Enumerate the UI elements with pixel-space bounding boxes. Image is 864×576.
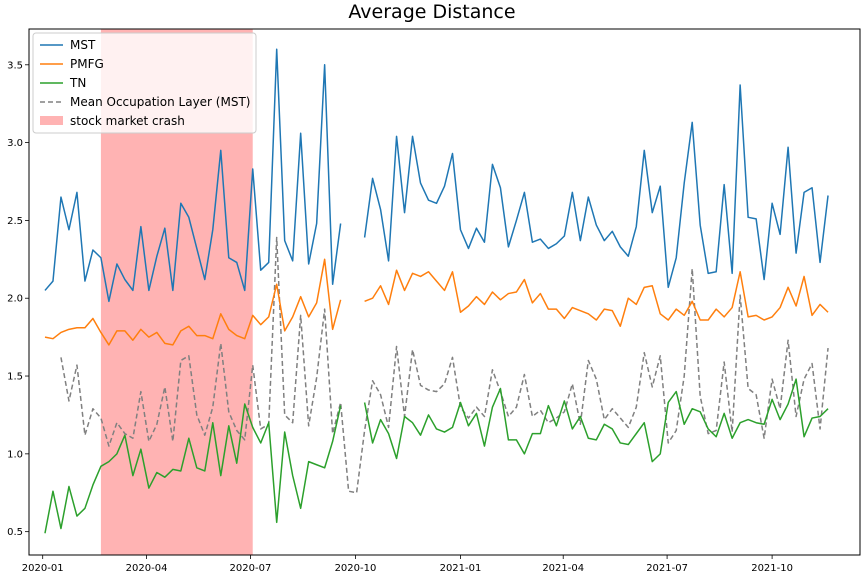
series-line-mean-occupation-layer-mst — [60, 236, 829, 494]
legend-mst-label: MST — [70, 38, 96, 52]
legend-box — [32, 32, 257, 134]
series-line-pmfg — [44, 258, 829, 346]
y-tick-label: 2.0 — [7, 294, 23, 305]
x-tick-label: 2020-04 — [126, 563, 168, 574]
y-tick-label: 3.5 — [7, 60, 23, 71]
x-tick-label: 2020-01 — [22, 563, 64, 574]
x-tick-label: 2021-01 — [440, 563, 482, 574]
legend-pmfg-label: PMFG — [70, 57, 104, 71]
legend-tn-label: TN — [69, 76, 86, 90]
x-tick-label: 2021-04 — [542, 563, 584, 574]
series-layer — [44, 48, 829, 534]
x-axis: 2020-01 2020-04 2020-07 2020-10 2021-01 2021-… — [22, 555, 793, 574]
y-axis: 0.5 1.0 1.5 2.0 2.5 3.0 3.5 — [7, 60, 29, 538]
legend-crash-label: stock market crash — [70, 114, 185, 128]
y-tick-label: 1.5 — [7, 372, 23, 383]
x-tick-label: 2020-10 — [335, 563, 377, 574]
x-tick-label: 2020-07 — [230, 563, 272, 574]
y-tick-label: 3.0 — [7, 138, 23, 149]
series-line-mst — [44, 48, 829, 303]
legend-mol-label: Mean Occupation Layer (MST) — [70, 95, 250, 109]
series-line-tn — [44, 378, 829, 534]
chart-title: Average Distance — [348, 1, 515, 23]
y-tick-label: 2.5 — [7, 216, 23, 227]
y-tick-label: 0.5 — [7, 527, 23, 538]
legend: MST PMFG TN Mean Occupation Layer (MST) … — [32, 32, 257, 134]
x-tick-label: 2021-10 — [751, 563, 793, 574]
y-tick-label: 1.0 — [7, 449, 23, 460]
legend-crash-swatch — [40, 116, 63, 125]
plot-frame — [28, 28, 861, 556]
x-tick-label: 2021-07 — [646, 563, 688, 574]
